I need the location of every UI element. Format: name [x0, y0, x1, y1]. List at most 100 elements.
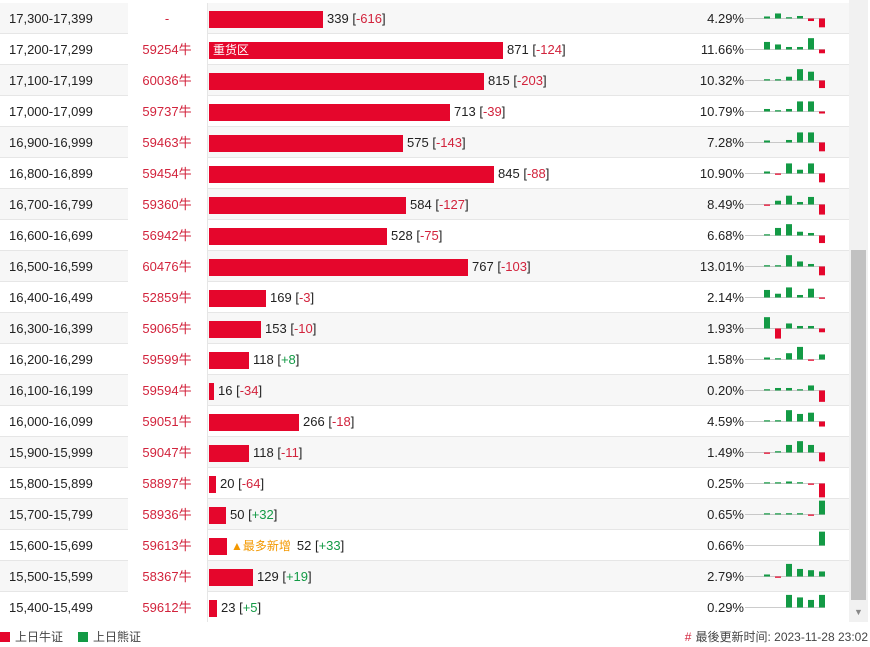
- bull-code-link[interactable]: 59051牛: [142, 414, 192, 429]
- sparkline-bar: [786, 323, 792, 329]
- volume-bar: [209, 414, 299, 431]
- sparkline-bar: [764, 16, 770, 19]
- percentage: 0.20%: [707, 383, 744, 398]
- percentage: 1.58%: [707, 352, 744, 367]
- sparkline-bar: [819, 204, 825, 215]
- table-row[interactable]: 16,800-16,899 59454牛 845 [-88] 10.90%: [0, 158, 849, 189]
- table-row[interactable]: 16,200-16,299 59599牛 118 [+8] 1.58%: [0, 344, 849, 375]
- bull-code-link[interactable]: 59065牛: [142, 321, 192, 336]
- sparkline-bar: [764, 357, 770, 360]
- sparkline-bar: [775, 420, 781, 422]
- bull-code-link[interactable]: 59612牛: [142, 600, 192, 615]
- volume-number: 339: [327, 11, 349, 26]
- sparkline-bar: [764, 389, 770, 391]
- sparkline-bar: [786, 353, 792, 360]
- sparkline-bar: [819, 18, 825, 28]
- legend-bull: 上日牛证: [0, 630, 63, 644]
- legend-bear: 上日熊证: [78, 630, 141, 644]
- volume-number: 767: [472, 259, 494, 274]
- volume-change: -127: [438, 197, 465, 212]
- volume-change: -124: [535, 42, 562, 57]
- bull-code-link[interactable]: 59463牛: [142, 135, 192, 150]
- sparkline-bar: [764, 41, 770, 50]
- volume-number: 169: [270, 290, 292, 305]
- table-row[interactable]: 17,200-17,299 59254牛 重货区 871 [-124] 11.66%: [0, 34, 849, 65]
- table-row[interactable]: 16,300-16,399 59065牛 153 [-10] 1.93%: [0, 313, 849, 344]
- table-row[interactable]: 17,100-17,199 60036牛 815 [-203] 10.32%: [0, 65, 849, 96]
- history-sparkline: [745, 346, 825, 361]
- volume-number: 845: [498, 166, 520, 181]
- percentage: 13.01%: [699, 259, 744, 274]
- table-row[interactable]: 15,500-15,599 58367牛 129 [+19] 2.79%: [0, 561, 849, 592]
- sparkline-bar: [808, 444, 814, 453]
- table-row[interactable]: 15,600-15,699 59613牛 ▲最多新增 52 [+33] 0.66%: [0, 530, 849, 561]
- history-sparkline: [745, 317, 825, 339]
- scroll-down-arrow-icon[interactable]: ▼: [854, 607, 863, 617]
- volume-bar: [209, 383, 214, 400]
- table-row[interactable]: 16,100-16,199 59594牛 16 [-34] 0.20%: [0, 375, 849, 406]
- table-row[interactable]: 15,400-15,499 59612牛 23 [+5] 0.29%: [0, 592, 849, 622]
- bull-code-link[interactable]: 59594牛: [142, 383, 192, 398]
- volume-number: 815: [488, 73, 510, 88]
- percentage: 0.29%: [707, 600, 744, 615]
- bull-code-link[interactable]: 59047牛: [142, 445, 192, 460]
- table-row[interactable]: 16,400-16,499 52859牛 169 [-3] 2.14%: [0, 282, 849, 313]
- table-row[interactable]: 15,800-15,899 58897牛 20 [-64] 0.25%: [0, 468, 849, 499]
- history-sparkline: [745, 38, 825, 54]
- bull-code-link[interactable]: 59454牛: [142, 166, 192, 181]
- bull-code-link[interactable]: 56942牛: [142, 228, 192, 243]
- table-row[interactable]: 15,900-15,999 59047牛 118 [-11] 1.49%: [0, 437, 849, 468]
- bull-code-link[interactable]: 58936牛: [142, 507, 192, 522]
- history-sparkline: [745, 594, 825, 608]
- sparkline-bar: [775, 200, 781, 205]
- sparkline-bar: [775, 387, 781, 391]
- bull-code-cell: -: [128, 3, 208, 34]
- table-row[interactable]: 15,700-15,799 58936牛 50 [+32] 0.65%: [0, 499, 849, 530]
- scrollbar-thumb[interactable]: [851, 250, 866, 600]
- table-row[interactable]: 17,300-17,399 - 339 [-616] 4.29%: [0, 3, 849, 34]
- percentage: 2.14%: [707, 290, 744, 305]
- bull-code-link[interactable]: 59613牛: [142, 538, 192, 553]
- sparkline-bar: [775, 13, 781, 19]
- strike-range: 15,800-15,899: [9, 476, 93, 491]
- sparkline-bar: [775, 451, 781, 453]
- history-sparkline: [745, 441, 825, 462]
- bull-code-link[interactable]: 60036牛: [142, 73, 192, 88]
- sparkline-bar: [819, 235, 825, 244]
- volume-bar: [209, 321, 261, 338]
- sparkline-bar: [819, 297, 825, 299]
- table-row[interactable]: 16,700-16,799 59360牛 584 [-127] 8.49%: [0, 189, 849, 220]
- volume-change: +8: [280, 352, 296, 367]
- bull-code-link[interactable]: 58367牛: [142, 569, 192, 584]
- bull-code-link[interactable]: 59737牛: [142, 104, 192, 119]
- percentage: 1.49%: [707, 445, 744, 460]
- history-sparkline: [745, 69, 825, 89]
- table-row[interactable]: 16,000-16,099 59051牛 266 [-18] 4.59%: [0, 406, 849, 437]
- table-row[interactable]: 16,500-16,599 60476牛 767 [-103] 13.01%: [0, 251, 849, 282]
- table-row[interactable]: 17,000-17,099 59737牛 713 [-39] 10.79%: [0, 96, 849, 127]
- table-row[interactable]: 16,900-16,999 59463牛 575 [-143] 7.28%: [0, 127, 849, 158]
- bull-code-link[interactable]: 59360牛: [142, 197, 192, 212]
- sparkline-bar: [786, 287, 792, 298]
- bull-code-link[interactable]: 59599牛: [142, 352, 192, 367]
- vertical-scrollbar[interactable]: ▼: [849, 0, 868, 622]
- volume-bar: [209, 290, 266, 307]
- bull-code-link[interactable]: 60476牛: [142, 259, 192, 274]
- table-row[interactable]: 16,600-16,699 56942牛 528 [-75] 6.68%: [0, 220, 849, 251]
- percentage: 11.66%: [700, 42, 744, 57]
- bull-code-cell: 59051牛: [128, 406, 208, 437]
- bull-code-link: -: [164, 11, 170, 26]
- sparkline-bar: [819, 452, 825, 462]
- sparkline-bar: [808, 412, 814, 422]
- sparkline-bar: [775, 358, 781, 360]
- sparkline-bar: [786, 513, 792, 515]
- sparkline-bar: [808, 599, 814, 608]
- sparkline-bar: [775, 265, 781, 267]
- bull-code-link[interactable]: 59254牛: [142, 42, 192, 57]
- sparkline-bar: [797, 169, 803, 174]
- sparkline-bar: [808, 385, 814, 391]
- bull-code-link[interactable]: 52859牛: [142, 290, 192, 305]
- bull-code-link[interactable]: 58897牛: [142, 476, 192, 491]
- volume-value: 871 [-124]: [507, 42, 566, 57]
- volume-value: 575 [-143]: [407, 135, 466, 150]
